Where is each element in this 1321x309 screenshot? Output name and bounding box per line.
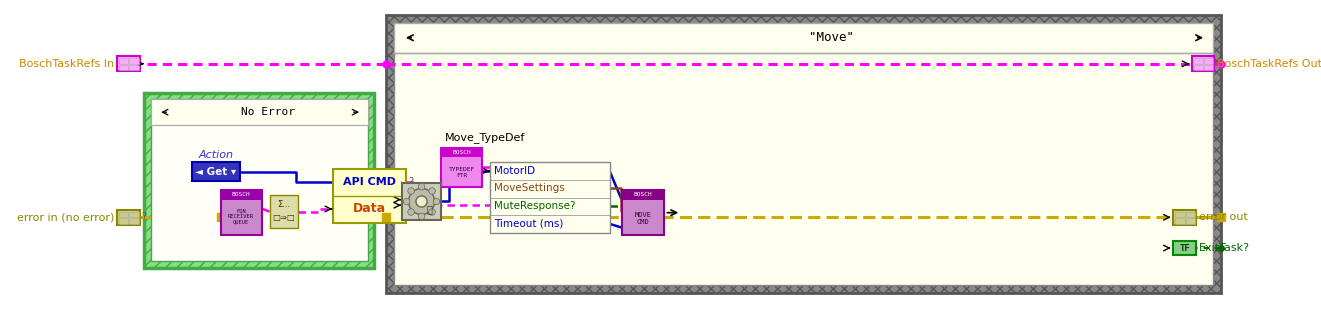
Bar (402, 183, 441, 220)
Circle shape (408, 209, 415, 215)
Bar (119, 218, 128, 224)
Text: ?: ? (408, 177, 413, 187)
Circle shape (429, 209, 436, 215)
Text: No Error: No Error (240, 107, 295, 117)
Bar (129, 58, 139, 64)
Text: 🔒: 🔒 (427, 204, 432, 214)
Circle shape (419, 213, 425, 220)
Text: □⇒□: □⇒□ (272, 213, 295, 222)
Bar (221, 190, 263, 235)
Bar (1205, 65, 1214, 70)
Text: Timeout (ms): Timeout (ms) (494, 219, 564, 229)
Text: BOSCH: BOSCH (634, 193, 653, 197)
Bar (1185, 218, 1196, 224)
Bar (119, 58, 128, 64)
Text: ?: ? (141, 212, 147, 222)
Bar (129, 218, 139, 224)
Circle shape (429, 188, 436, 194)
Circle shape (408, 188, 435, 214)
Bar (1176, 212, 1185, 217)
Bar (1194, 65, 1203, 70)
Text: BOSCH: BOSCH (231, 193, 251, 197)
Text: BOSCH: BOSCH (452, 150, 472, 155)
Text: API CMD: API CMD (343, 177, 396, 187)
Bar (333, 169, 406, 223)
Circle shape (408, 188, 415, 194)
Bar (119, 212, 128, 217)
Circle shape (433, 198, 440, 205)
Text: ExitTask?: ExitTask? (1198, 243, 1250, 253)
Bar (622, 190, 664, 200)
Bar (151, 99, 367, 261)
Text: ◄ Get ▾: ◄ Get ▾ (196, 167, 236, 177)
Circle shape (419, 183, 425, 190)
Text: FQN
RECEIVER
QUEUE: FQN RECEIVER QUEUE (229, 208, 254, 225)
Text: error in (no error): error in (no error) (17, 212, 115, 222)
Text: TF: TF (1180, 243, 1190, 252)
Text: Σ...: Σ... (277, 200, 291, 209)
Bar (1205, 58, 1214, 64)
Bar (151, 99, 367, 125)
Bar (386, 15, 1221, 293)
Bar (1185, 212, 1196, 217)
Bar (1194, 58, 1203, 64)
Text: Action: Action (198, 150, 234, 160)
Text: MotorID: MotorID (494, 166, 535, 176)
Bar (129, 212, 139, 217)
Text: TYPEDEF
FTR: TYPEDEF FTR (448, 167, 474, 178)
Text: MuteResponse?: MuteResponse? (494, 201, 576, 211)
Bar (441, 147, 482, 187)
Bar (441, 147, 482, 157)
Bar (490, 163, 609, 233)
Bar (118, 56, 140, 71)
Text: error out: error out (1198, 212, 1247, 222)
Text: BoschTaskRefs Out: BoschTaskRefs Out (1217, 59, 1321, 69)
Bar (1176, 218, 1185, 224)
Bar (622, 190, 664, 235)
Text: BoschTaskRefs In: BoschTaskRefs In (20, 59, 115, 69)
Bar (269, 195, 297, 228)
Text: Data: Data (353, 202, 386, 215)
Bar (386, 15, 1221, 293)
Bar (192, 163, 240, 181)
Bar (394, 23, 1214, 285)
Bar (1173, 241, 1196, 256)
Text: MOVE
CMD: MOVE CMD (634, 212, 651, 225)
Text: MoveSettings: MoveSettings (494, 184, 565, 193)
Bar (394, 23, 1214, 53)
Circle shape (416, 196, 427, 207)
Bar (221, 190, 263, 200)
Text: "Move": "Move" (808, 31, 853, 44)
Bar (1173, 210, 1196, 225)
Text: Move_TypeDef: Move_TypeDef (445, 132, 526, 143)
Bar (144, 93, 374, 268)
Bar (144, 93, 374, 268)
Bar (129, 65, 139, 70)
Bar (118, 210, 140, 225)
Bar (1192, 56, 1214, 71)
Circle shape (403, 198, 410, 205)
Bar (119, 65, 128, 70)
